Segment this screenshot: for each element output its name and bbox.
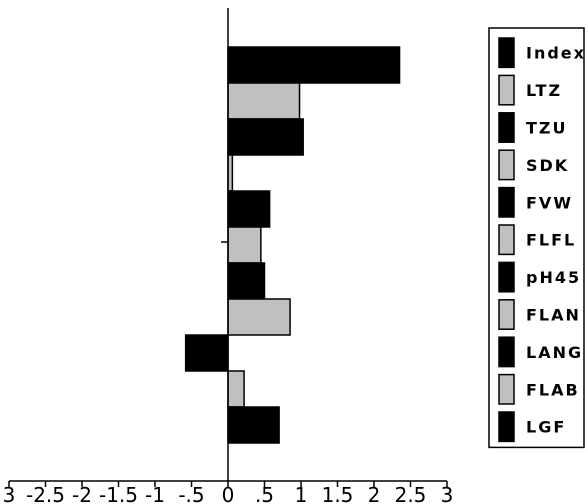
legend-swatch-lang	[498, 336, 515, 368]
legend-label-flab: FLAB	[526, 380, 580, 399]
legend-label-flfl: FLFL	[526, 231, 576, 250]
bar-flan	[227, 298, 291, 336]
bar-flfl	[227, 226, 262, 264]
legend-label-lgf: LGF	[526, 418, 566, 437]
bar-lgf	[227, 406, 280, 444]
x-tick-label: -1.5	[99, 483, 138, 504]
legend-label-index: Index	[526, 44, 586, 63]
legend-swatch-fvw	[498, 186, 515, 218]
legend-swatch-index	[498, 37, 515, 69]
legend-swatch-lgf	[498, 411, 515, 443]
legend-label-ltz: LTZ	[526, 81, 562, 100]
legend-swatch-ltz	[498, 74, 515, 106]
bars-layer	[184, 46, 401, 444]
legend-label-lang: LANG	[526, 343, 583, 362]
legend-label-fvw: FVW	[526, 193, 573, 212]
legend-swatch-ph45	[498, 261, 515, 293]
bar-ph45	[227, 262, 266, 300]
x-tick-label: .5	[255, 483, 274, 504]
x-tick-label: -2	[72, 483, 92, 504]
legend-label-sdk: SDK	[526, 156, 569, 175]
x-tick-label: 1.5	[322, 483, 354, 504]
legend-swatch-sdk	[498, 149, 515, 181]
legend-items: Index LTZ TZU SDK FVW FLFL pH45 FLAN LANG FLAB LGF	[498, 37, 586, 443]
bar-index	[227, 46, 401, 84]
x-tick-label: 2	[368, 483, 381, 504]
x-tick-label: -.5	[178, 483, 204, 504]
x-tick-label: -1	[145, 483, 165, 504]
x-tick-label: 1	[295, 483, 308, 504]
legend-label-flan: FLAN	[526, 306, 581, 325]
x-tick-label: 2.5	[395, 483, 427, 504]
legend-label-ph45: pH45	[526, 268, 581, 287]
legend: Index LTZ TZU SDK FVW FLFL pH45 FLAN LANG FLAB LGF	[488, 27, 586, 449]
x-tick-label: 3	[441, 483, 454, 504]
bar-fvw	[227, 190, 271, 228]
bar-flab	[227, 370, 245, 408]
x-tick-label: -2.5	[26, 483, 65, 504]
legend-swatch-flab	[498, 373, 515, 405]
x-tick-label: 0	[222, 483, 235, 504]
bar-ltz	[227, 82, 301, 120]
legend-swatch-tzu	[498, 112, 515, 143]
legend-label-tzu: TZU	[526, 119, 568, 138]
x-tick-label: 3	[3, 483, 16, 504]
bar-lang	[184, 334, 229, 372]
legend-swatch-flan	[498, 299, 515, 330]
legend-swatch-flfl	[498, 224, 515, 256]
bar-tzu	[227, 118, 304, 156]
x-axis-ticks: 3 -2.5 -2 -1.5 -1 -.5 0 .5 1 1.5 2 2.5 3	[3, 481, 454, 504]
